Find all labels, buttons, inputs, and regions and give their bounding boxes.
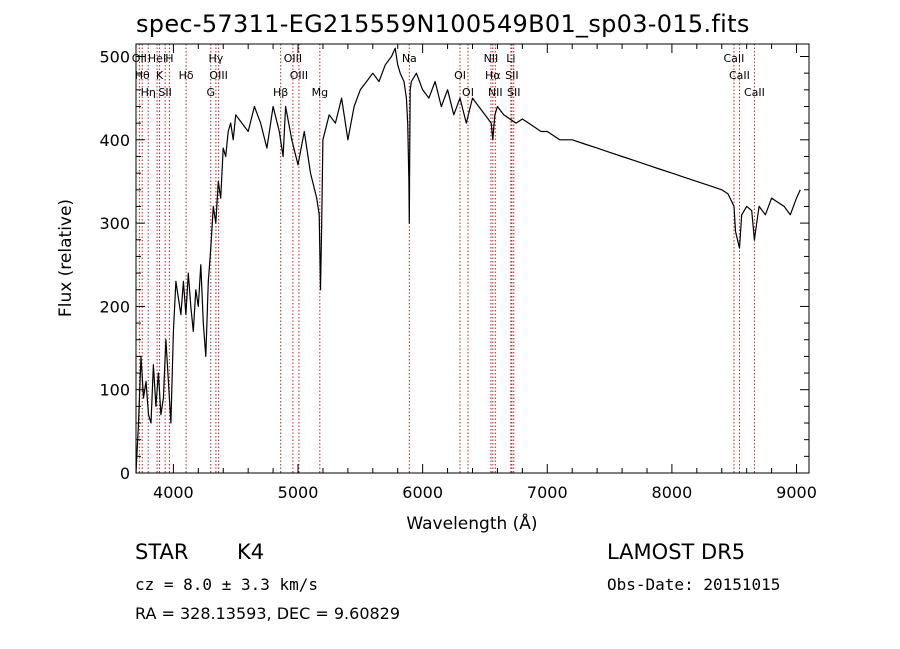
y-tick-label: 300 [99,214,130,233]
spectral-line-label: Hθ [135,69,150,82]
plot-frame [135,43,810,474]
spectral-line-label: OIII [209,69,227,82]
x-tick-label: 6000 [402,483,443,502]
redshift-value: cz = 8.0 ± 3.3 km/s [135,575,319,594]
coordinates: RA = 328.13593, DEC = 9.60829 [135,604,401,623]
spectral-line-label: CaII [724,52,745,65]
spectral-line-label: H [165,52,173,65]
y-axis: 0 100 200 300 400 500 [99,47,809,483]
spectral-line-label: OIII [290,69,308,82]
spectral-line-label: SII [507,86,520,99]
y-tick-label: 200 [99,297,130,316]
x-tick-label: 4000 [153,483,194,502]
x-tick-label: 5000 [278,483,319,502]
spectral-line-label: Hγ [208,52,223,65]
spectral-line-label: CaII [744,86,765,99]
spectral-line-label: Hβ [273,86,288,99]
spectral-line-label: Li [506,52,515,65]
survey-name: LAMOST DR5 [607,540,746,564]
spectral-line-label: Mg [312,86,328,99]
x-axis-label: Wavelength (Å) [406,512,537,534]
object-subclass: K4 [237,540,265,564]
spectral-line-label: Hδ [179,69,194,82]
spectral-line-label: OII [132,52,147,65]
spectrum-series-line [135,47,801,474]
spectral-line-label: OI [462,86,474,99]
x-tick-label: 7000 [527,483,568,502]
spectral-line-label: K [156,69,164,82]
spectral-line-label: G [207,86,216,99]
y-tick-label: 400 [99,131,130,150]
spectral-line-label: NII [488,86,503,99]
spectral-line-label: Hη [141,86,156,99]
spectral-line-label: OI [454,69,466,82]
spectral-line-label: HeI [148,52,166,65]
y-axis-label: Flux (relative) [56,199,76,317]
line-markers [138,44,755,473]
observation-date: Obs-Date: 20151015 [607,575,781,594]
object-class: STAR [135,540,189,564]
spectral-line-label: SII [505,69,518,82]
x-tick-label: 9000 [776,483,817,502]
spectral-line-label: NII [484,52,499,65]
y-tick-label: 100 [99,381,130,400]
spectral-line-label: SII [158,86,171,99]
x-axis: 4000 5000 6000 7000 8000 9000 [153,44,817,502]
spectral-line-label: CaII [729,69,750,82]
y-tick-label: 500 [99,47,130,66]
page-title: spec-57311-EG215559N100549B01_sp03-015.f… [136,10,750,38]
line-labels: OIIHθHηHeIKSIIHHδGHγOIIIHβOIIIOIIIMgNaOI… [132,52,765,99]
spectral-line-label: Hα [485,69,501,82]
x-tick-label: 8000 [652,483,693,502]
spectral-line-label: OIII [284,52,302,65]
spectral-line-label: Na [402,52,417,65]
y-tick-label: 0 [120,464,130,483]
